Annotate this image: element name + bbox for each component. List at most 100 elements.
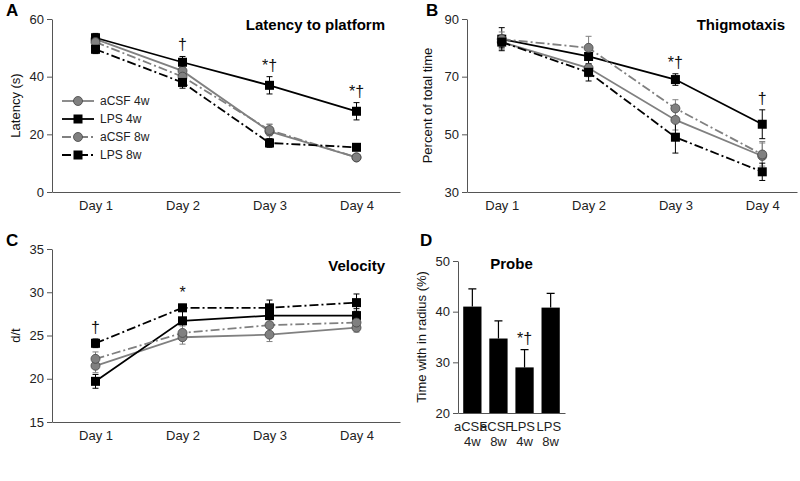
tick-label: Day 1: [79, 198, 113, 213]
bar: [515, 367, 533, 413]
bar: [463, 307, 481, 413]
tick-label: 70: [445, 69, 459, 84]
tick-mark: [47, 192, 52, 193]
axis-line: [458, 262, 459, 414]
tick-mark: [47, 77, 52, 78]
point: [265, 303, 274, 312]
point: [91, 339, 100, 348]
annotation: *: [179, 284, 185, 301]
y-tick: 90: [445, 12, 467, 27]
bar: [542, 308, 560, 413]
point: [91, 377, 100, 386]
tick-mark: [47, 19, 52, 20]
axis-line: [459, 413, 566, 414]
tick-label: 40: [30, 69, 44, 84]
legend-item: LPS 8w: [62, 148, 142, 162]
tick-label-line: 8w: [490, 434, 507, 449]
series-line: [96, 39, 357, 157]
y-axis: 1520253035: [30, 242, 53, 430]
error-bar: [521, 350, 529, 368]
point: [91, 45, 100, 54]
point: [352, 298, 361, 307]
error-bar: [547, 293, 555, 307]
y-tick: 35: [30, 242, 52, 257]
x-axis: Day 1Day 2Day 3Day 4: [53, 423, 401, 444]
tick-mark: [462, 192, 467, 193]
y-tick: 15: [30, 415, 52, 430]
y-tick: 30: [30, 285, 52, 300]
tick-label: 20: [436, 406, 450, 421]
point: [178, 328, 187, 337]
plot-marks: [91, 33, 361, 162]
point: [265, 321, 274, 330]
plot-marks: [497, 28, 767, 181]
annotation: †: [178, 36, 187, 53]
point: [758, 167, 767, 176]
point: [352, 107, 361, 116]
x-tick: Day 1: [79, 198, 113, 213]
point: [584, 52, 593, 61]
point: [584, 43, 593, 52]
tick-label: 35: [30, 242, 44, 257]
tick-mark: [453, 312, 458, 313]
y-tick: 30: [436, 355, 458, 370]
tick-mark: [47, 336, 52, 337]
legend-marker: [74, 115, 83, 124]
plot-marks: [463, 289, 560, 413]
point: [497, 38, 506, 47]
tick-label: 25: [30, 328, 44, 343]
y-tick: 25: [30, 328, 52, 343]
series-line: [96, 42, 357, 157]
point: [352, 153, 361, 162]
legend-marker: [74, 151, 83, 160]
series-line: [96, 38, 357, 112]
tick-label: 15: [30, 415, 44, 430]
annotation: †: [758, 90, 767, 107]
tick-mark: [453, 261, 458, 262]
tick-mark: [47, 249, 52, 250]
tick-mark: [47, 422, 52, 423]
chart-title: Thigmotaxis: [697, 16, 785, 33]
tick-label: LPS 4w: [510, 419, 538, 449]
tick-label-line: 8w: [542, 434, 559, 449]
tick-mark: [47, 134, 52, 135]
axis-line: [53, 422, 401, 423]
y-axis-title: Percent of total time: [420, 48, 435, 164]
figure-svg: 0204060Day 1Day 2Day 3Day 4aCSF 4wLPS 4w…: [0, 0, 800, 481]
x-tick: Day 3: [253, 198, 287, 213]
annotation: *†: [349, 83, 364, 100]
tick-label: Day 4: [340, 198, 374, 213]
tick-label: 30: [445, 185, 459, 200]
legend-marker: [74, 97, 83, 106]
tick-label: Day 2: [572, 198, 606, 213]
chart-title: Velocity: [328, 257, 385, 274]
x-tick: Day 4: [746, 198, 780, 213]
series-line: [502, 42, 763, 172]
x-tick: Day 1: [79, 428, 113, 443]
y-axis: 0204060: [30, 12, 53, 200]
point: [91, 354, 100, 363]
y-axis-title: Time with in radius (%): [414, 271, 429, 403]
tick-label: 40: [436, 304, 450, 319]
tick-mark: [47, 379, 52, 380]
annotation: *†: [262, 57, 277, 74]
tick-label-line: 4w: [516, 434, 533, 449]
tick-label-line: 4w: [464, 434, 481, 449]
legend: aCSF 4wLPS 4waCSF 8wLPS 8w: [62, 94, 150, 162]
tick-label-line: LPS: [537, 419, 565, 434]
x-tick: Day 2: [572, 198, 606, 213]
x-tick: Day 3: [659, 198, 693, 213]
y-tick: 60: [30, 12, 52, 27]
y-axis: 30 50 70 90: [445, 12, 468, 200]
legend-item: aCSF 4w: [62, 94, 150, 108]
tick-label: 90: [445, 12, 459, 27]
legend-label: LPS 4w: [100, 112, 142, 126]
panel: 30507090Day 1Day 2Day 3Day 4*††Thigmotax…: [420, 1, 798, 213]
tick-label-line: LPS: [510, 419, 538, 434]
legend-label: aCSF 4w: [100, 94, 150, 108]
point: [265, 126, 274, 135]
bar: [489, 339, 507, 413]
y-tick: 50: [445, 127, 467, 142]
tick-label: 0: [37, 185, 44, 200]
tick-mark: [47, 292, 52, 293]
